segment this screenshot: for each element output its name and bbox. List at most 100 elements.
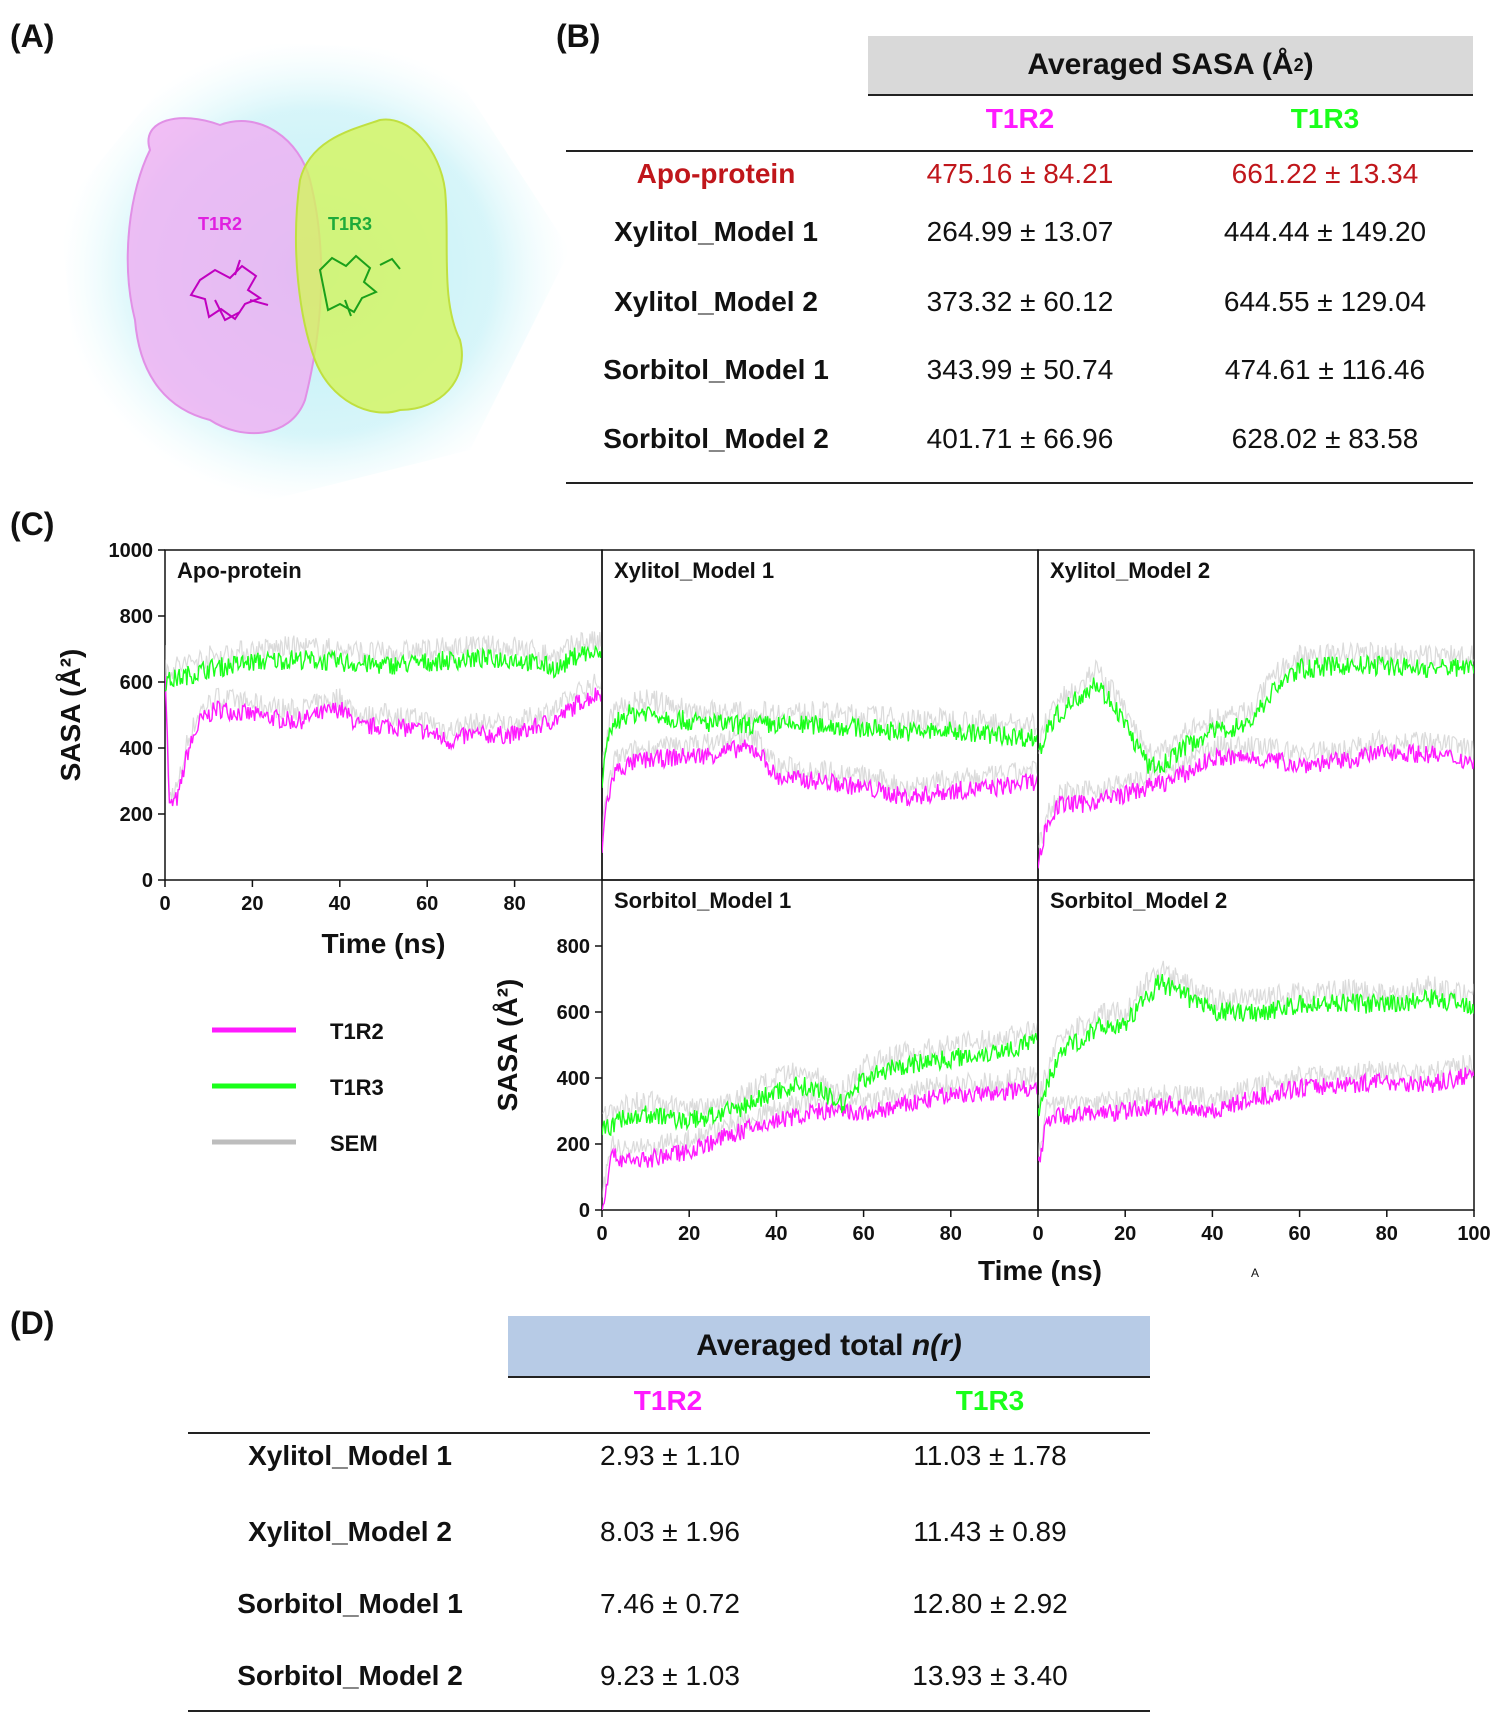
panel-label-a: (A) (10, 18, 55, 54)
stray-mark: A (1251, 1266, 1259, 1280)
y-axis-label: SASA (Å²) (492, 979, 523, 1112)
table-b-row-label: Xylitol_Model 1 (614, 216, 818, 247)
table-d-row-label: Sorbitol_Model 2 (237, 1660, 463, 1691)
t1r3-surface (294, 118, 463, 414)
table-d-row-label: Xylitol_Model 2 (248, 1516, 452, 1547)
x-tick-label: 0 (159, 893, 170, 915)
y-tick-label: 0 (579, 1200, 590, 1222)
table-b-cell-t1r2: 343.99 ± 50.74 (926, 354, 1114, 385)
y-tick-label: 800 (557, 936, 590, 958)
x-tick-label: 20 (678, 1223, 700, 1245)
table-b-cell-t1r3: 644.55 ± 129.04 (1223, 286, 1427, 317)
y-tick-label: 400 (557, 1068, 590, 1090)
table-d-cell-t1r2: 9.23 ± 1.03 (600, 1660, 740, 1691)
table-b-row-label: Sorbitol_Model 2 (603, 423, 829, 454)
x-tick-label: 20 (241, 893, 263, 915)
x-tick-label: 60 (1288, 1223, 1310, 1245)
y-tick-label: 600 (557, 1002, 590, 1024)
plot-title: Xylitol_Model 1 (614, 558, 774, 583)
y-tick-label: 200 (120, 804, 153, 826)
table-b-bottom-rule (566, 482, 1473, 484)
t1r3-ligand (318, 254, 401, 317)
x-axis-label: Time (ns) (322, 928, 446, 959)
table-b-header: Averaged SASA (Å 2) (868, 36, 1473, 96)
structure-label-t1r3: T1R3 (328, 214, 372, 234)
table-b-cell-t1r3: 661.22 ± 13.34 (1231, 158, 1419, 189)
plot-frame (1037, 879, 1475, 1211)
series-line-t1r3 (1038, 653, 1474, 774)
table-d-col-t1r2: T1R2 (633, 1385, 703, 1416)
plot-title: Sorbitol_Model 1 (614, 888, 791, 913)
sem-band-t1r2 (602, 1066, 1038, 1198)
table-d-header: Averaged total n(r) (508, 1316, 1150, 1378)
panel-label-c: (C) (10, 506, 55, 542)
plot-title: Xylitol_Model 2 (1050, 558, 1210, 583)
x-tick-label: 80 (1376, 1223, 1398, 1245)
x-tick-label: 80 (940, 1223, 962, 1245)
table-d-cell-t1r2: 7.46 ± 0.72 (600, 1588, 740, 1619)
table-d-col-t1r3: T1R3 (955, 1385, 1025, 1416)
table-d-cell-t1r3: 11.43 ± 0.89 (913, 1516, 1067, 1547)
table-d-row-label: Sorbitol_Model 1 (237, 1588, 463, 1619)
plot-title: Sorbitol_Model 2 (1050, 888, 1227, 913)
y-tick-label: 600 (120, 672, 153, 694)
panel-label-b: (B) (556, 18, 601, 54)
x-axis-label: Time (ns) (978, 1255, 1102, 1286)
legend-label-t1r3: T1R3 (330, 1075, 384, 1100)
table-d-row-label: Xylitol_Model 1 (248, 1440, 452, 1471)
sem-band-t1r2 (1038, 728, 1474, 849)
series-line-t1r2 (1038, 742, 1474, 869)
table-b-cell-t1r2: 373.32 ± 60.12 (926, 286, 1114, 317)
table-d-cell-t1r3: 13.93 ± 3.40 (912, 1660, 1068, 1691)
structure-label-t1r2: T1R2 (198, 214, 242, 234)
table-b-row-label: Sorbitol_Model 1 (603, 354, 829, 385)
x-tick-label: 0 (596, 1223, 607, 1245)
sem-band-t1r2 (165, 645, 602, 802)
x-tick-label: 60 (416, 893, 438, 915)
y-tick-label: 400 (120, 738, 153, 760)
series-line-t1r3 (1038, 973, 1474, 1117)
plot-title: Apo-protein (177, 558, 302, 583)
x-tick-label: 80 (503, 893, 525, 915)
series-line-t1r3 (165, 644, 602, 692)
table-b-row-label: Xylitol_Model 2 (614, 286, 818, 317)
sem-band-t1r3 (602, 689, 1038, 768)
table-d-bottom-rule (188, 1710, 1150, 1712)
table-b-col-t1r2: T1R2 (985, 103, 1055, 134)
table-d-cell-t1r3: 11.03 ± 1.78 (913, 1440, 1067, 1471)
series-line-t1r2 (602, 1080, 1038, 1210)
table-d-cell-t1r2: 8.03 ± 1.96 (600, 1516, 740, 1547)
x-tick-label: 40 (765, 1223, 787, 1245)
series-line-t1r2 (165, 674, 602, 807)
table-d-header-italic: n(r) (911, 1329, 962, 1362)
x-tick-label: 100 (1457, 1223, 1490, 1245)
table-b-header-text: Averaged SASA (Å (1027, 48, 1294, 81)
y-tick-label: 1000 (109, 540, 154, 562)
x-tick-label: 40 (329, 893, 351, 915)
table-b-col-t1r3: T1R3 (1290, 103, 1360, 134)
series-line-t1r2 (1038, 1067, 1474, 1163)
sem-band-t1r3 (1038, 641, 1474, 767)
x-tick-label: 40 (1201, 1223, 1223, 1245)
sem-band-t1r2 (602, 725, 1038, 841)
t1r2-ligand (189, 259, 269, 322)
table-b-top-rule (566, 150, 1473, 152)
table-b-cell-t1r3: 628.02 ± 83.58 (1231, 423, 1419, 454)
x-tick-label: 60 (852, 1223, 874, 1245)
protein-structure-image: T1R2 T1R3 (60, 40, 570, 505)
y-tick-label: 0 (142, 870, 153, 892)
sem-band-t1r2 (1038, 1054, 1474, 1159)
y-tick-label: 200 (557, 1134, 590, 1156)
table-d-header-text: Averaged total (696, 1329, 904, 1362)
table-b-cell-t1r3: 444.44 ± 149.20 (1223, 216, 1427, 247)
table-b-row-label: Apo-protein (636, 158, 796, 189)
table-d-cell-t1r3: 12.80 ± 2.92 (912, 1588, 1068, 1619)
table-b-header-close: ) (1303, 48, 1314, 81)
y-tick-label: 800 (120, 606, 153, 628)
legend-label-sem: SEM (330, 1131, 378, 1156)
series-line-t1r2 (602, 739, 1038, 853)
series-line-t1r3 (602, 1033, 1038, 1137)
table-d-cell-t1r2: 2.93 ± 1.10 (600, 1440, 740, 1471)
table-b-cell-t1r3: 474.61 ± 116.46 (1224, 354, 1426, 385)
